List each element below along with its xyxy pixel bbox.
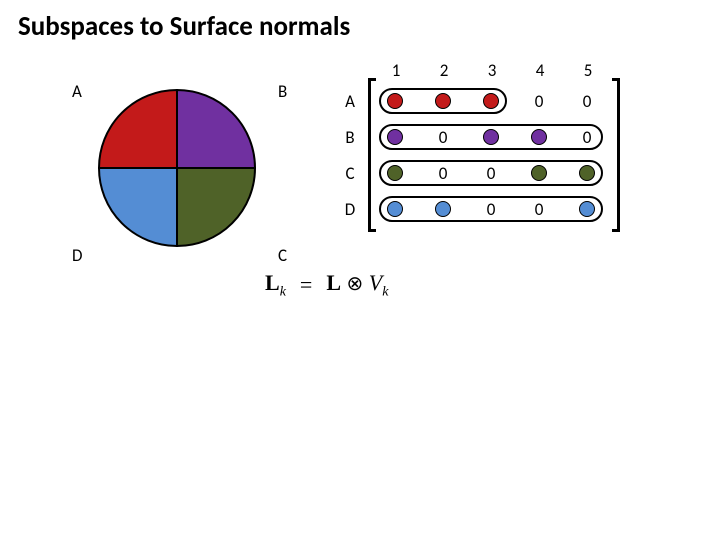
matrix-cell: 0 xyxy=(419,119,467,155)
matrix-col-header: 5 xyxy=(564,60,612,81)
matrix-row: B00 xyxy=(371,119,617,155)
matrix-dot xyxy=(387,93,403,109)
equation: Lk = L ⊗ Vk xyxy=(265,270,388,300)
matrix-cell xyxy=(467,83,515,119)
matrix-cell xyxy=(515,155,563,191)
matrix-body: A00B00C00D00 xyxy=(368,81,620,229)
pie-label-b: B xyxy=(278,81,287,102)
matrix-cell xyxy=(563,155,611,191)
eq-equals: = xyxy=(300,272,312,298)
matrix-header: 12345 xyxy=(372,60,660,81)
matrix-dot xyxy=(435,201,451,217)
matrix-dot xyxy=(579,165,595,181)
matrix-row: A00 xyxy=(371,83,617,119)
matrix-dot xyxy=(483,93,499,109)
matrix-dot xyxy=(387,165,403,181)
pie-quadrant-d xyxy=(99,168,177,246)
pie-svg xyxy=(97,78,257,258)
matrix-cell: 0 xyxy=(467,155,515,191)
matrix-row-label: C xyxy=(339,163,361,184)
pie-diagram: A B D C xyxy=(72,75,282,265)
pie-label-d: D xyxy=(72,245,82,266)
matrix-cell xyxy=(467,119,515,155)
matrix-cell xyxy=(563,191,611,227)
matrix-cell xyxy=(371,119,419,155)
matrix-col-header: 1 xyxy=(372,60,420,81)
matrix-dot xyxy=(435,93,451,109)
matrix-row-label: B xyxy=(339,127,361,148)
matrix-row: C00 xyxy=(371,155,617,191)
matrix-cell: 0 xyxy=(563,119,611,155)
matrix-cell: 0 xyxy=(467,191,515,227)
matrix-cell xyxy=(419,83,467,119)
matrix-cell: 0 xyxy=(515,191,563,227)
matrix-dot xyxy=(387,201,403,217)
matrix-row: D00 xyxy=(371,191,617,227)
matrix-cell: 0 xyxy=(419,155,467,191)
matrix-col-header: 3 xyxy=(468,60,516,81)
pie-label-a: A xyxy=(72,81,82,102)
matrix-dot xyxy=(387,129,403,145)
matrix: 12345 A00B00C00D00 xyxy=(330,60,660,229)
matrix-cell xyxy=(515,119,563,155)
matrix-cell xyxy=(371,83,419,119)
matrix-col-header: 4 xyxy=(516,60,564,81)
matrix-dot xyxy=(531,165,547,181)
page-title: Subspaces to Surface normals xyxy=(18,10,350,43)
matrix-dot xyxy=(531,129,547,145)
matrix-cell xyxy=(419,191,467,227)
matrix-row-label: D xyxy=(339,199,361,220)
matrix-cell xyxy=(371,191,419,227)
pie-label-c: C xyxy=(278,245,287,266)
matrix-dot xyxy=(579,201,595,217)
pie-quadrant-b xyxy=(177,90,255,168)
matrix-col-header: 2 xyxy=(420,60,468,81)
matrix-dot xyxy=(483,129,499,145)
pie-quadrant-a xyxy=(99,90,177,168)
matrix-row-label: A xyxy=(339,91,361,112)
pie-quadrant-c xyxy=(177,168,255,246)
matrix-cell: 0 xyxy=(515,83,563,119)
matrix-cell xyxy=(371,155,419,191)
matrix-cell: 0 xyxy=(563,83,611,119)
eq-rhs: L ⊗ Vk xyxy=(326,270,388,300)
eq-lhs: Lk xyxy=(265,270,286,300)
